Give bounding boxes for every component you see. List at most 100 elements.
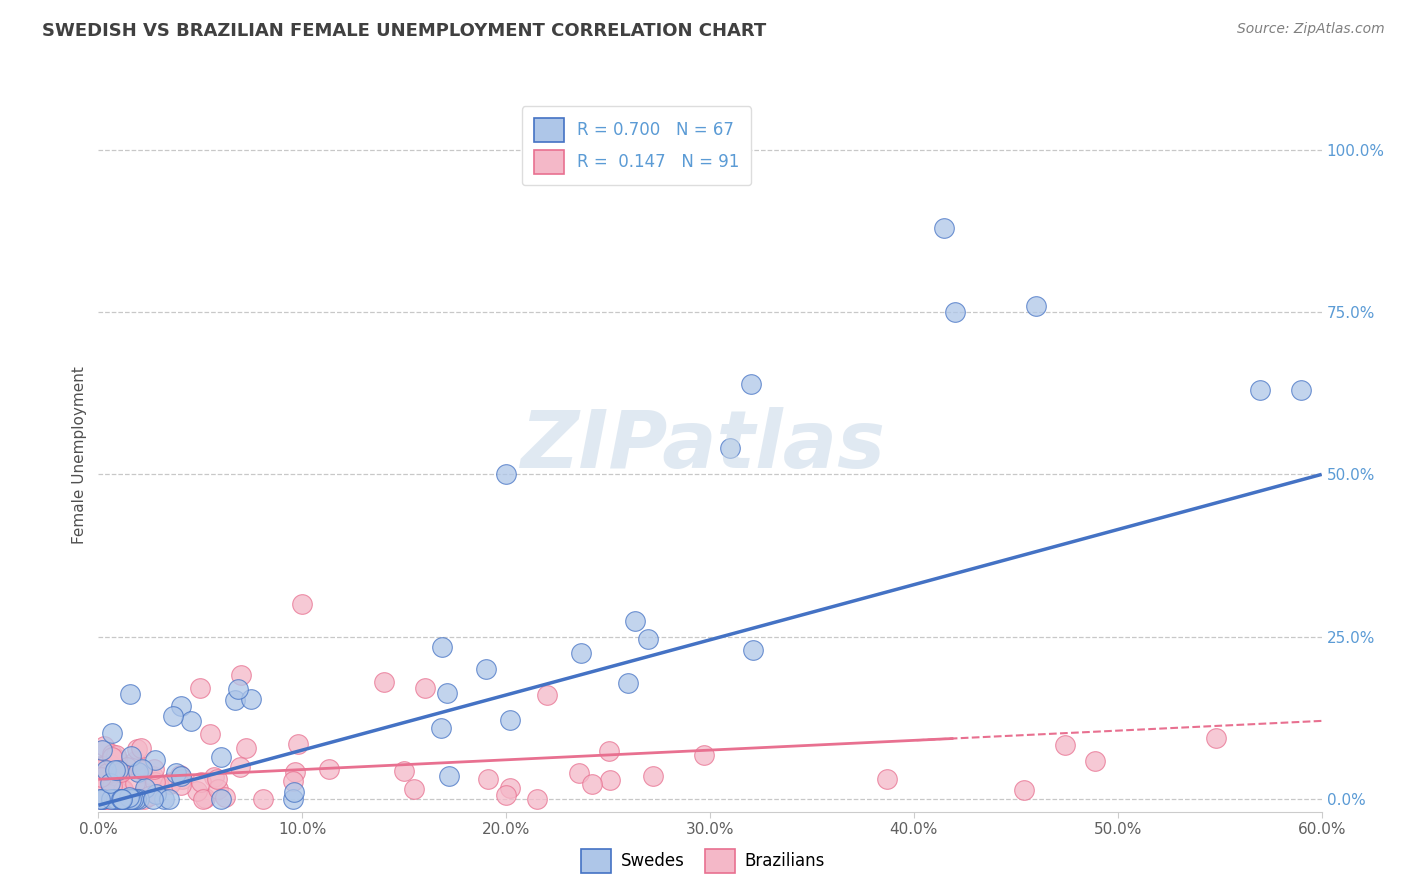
Point [209, 791, 232, 805]
Point [91, 743, 114, 757]
Point [569, 646, 592, 660]
Point [127, 764, 149, 779]
Y-axis label: Female Unemployment: Female Unemployment [72, 366, 87, 544]
Point [318, 762, 340, 776]
Point [1054, 738, 1077, 752]
Point [191, 791, 214, 805]
Point [477, 772, 499, 786]
Point [90, 791, 112, 805]
Point [170, 778, 193, 792]
Point [499, 781, 522, 796]
Point [121, 791, 143, 805]
Point [162, 708, 184, 723]
Point [281, 773, 304, 788]
Point [430, 721, 453, 735]
Point [89, 762, 111, 776]
Point [143, 775, 166, 789]
Point [153, 791, 176, 805]
Point [96, 765, 118, 780]
Point [98, 776, 121, 790]
Point [124, 776, 146, 790]
Point [526, 791, 548, 805]
Point [170, 698, 193, 713]
Point [104, 791, 127, 805]
Point [128, 791, 150, 805]
Point [598, 743, 620, 757]
Point [115, 760, 138, 774]
Point [157, 791, 180, 805]
Point [117, 791, 139, 805]
Point [287, 737, 309, 751]
Point [209, 750, 232, 764]
Point [229, 760, 252, 774]
Point [105, 752, 128, 766]
Point [117, 789, 139, 804]
Point [89, 758, 111, 772]
Point [110, 791, 132, 805]
Point [93, 758, 115, 772]
Point [112, 782, 135, 797]
Point [1025, 299, 1047, 313]
Point [98, 756, 121, 771]
Point [138, 789, 160, 803]
Point [120, 748, 142, 763]
Text: ZIPatlas: ZIPatlas [520, 407, 886, 485]
Point [934, 220, 956, 235]
Point [89, 780, 111, 795]
Point [124, 754, 146, 768]
Point [1205, 731, 1227, 746]
Point [131, 763, 153, 777]
Point [145, 787, 167, 801]
Point [94, 763, 117, 777]
Point [96, 769, 118, 783]
Point [623, 614, 645, 628]
Point [284, 764, 307, 779]
Point [131, 762, 153, 776]
Point [94, 778, 117, 792]
Point [172, 772, 194, 786]
Point [90, 770, 112, 784]
Point [394, 764, 416, 778]
Point [720, 442, 742, 456]
Point [281, 791, 304, 805]
Point [100, 726, 122, 740]
Point [617, 675, 640, 690]
Point [536, 688, 558, 702]
Point [194, 791, 217, 805]
Point [132, 791, 155, 805]
Point [121, 791, 143, 805]
Point [291, 597, 314, 611]
Point [89, 791, 111, 805]
Point [439, 769, 461, 783]
Point [1249, 383, 1271, 397]
Point [495, 789, 517, 803]
Point [90, 791, 112, 805]
Point [1084, 754, 1107, 768]
Point [103, 791, 125, 805]
Point [91, 791, 114, 805]
Point [111, 791, 134, 805]
Point [180, 714, 202, 729]
Point [188, 681, 212, 696]
Point [240, 691, 263, 706]
Point [100, 779, 122, 793]
Point [499, 713, 522, 727]
Point [143, 762, 166, 776]
Point [252, 791, 274, 805]
Point [107, 791, 129, 805]
Point [98, 787, 121, 801]
Point [132, 785, 155, 799]
Point [876, 772, 898, 787]
Point [1012, 783, 1035, 797]
Point [581, 777, 603, 791]
Point [142, 791, 165, 805]
Point [100, 747, 122, 761]
Point [148, 779, 170, 793]
Point [1291, 383, 1313, 397]
Point [159, 776, 181, 790]
Point [235, 741, 257, 756]
Point [283, 784, 305, 798]
Point [641, 769, 664, 783]
Point [599, 772, 621, 787]
Point [94, 791, 117, 805]
